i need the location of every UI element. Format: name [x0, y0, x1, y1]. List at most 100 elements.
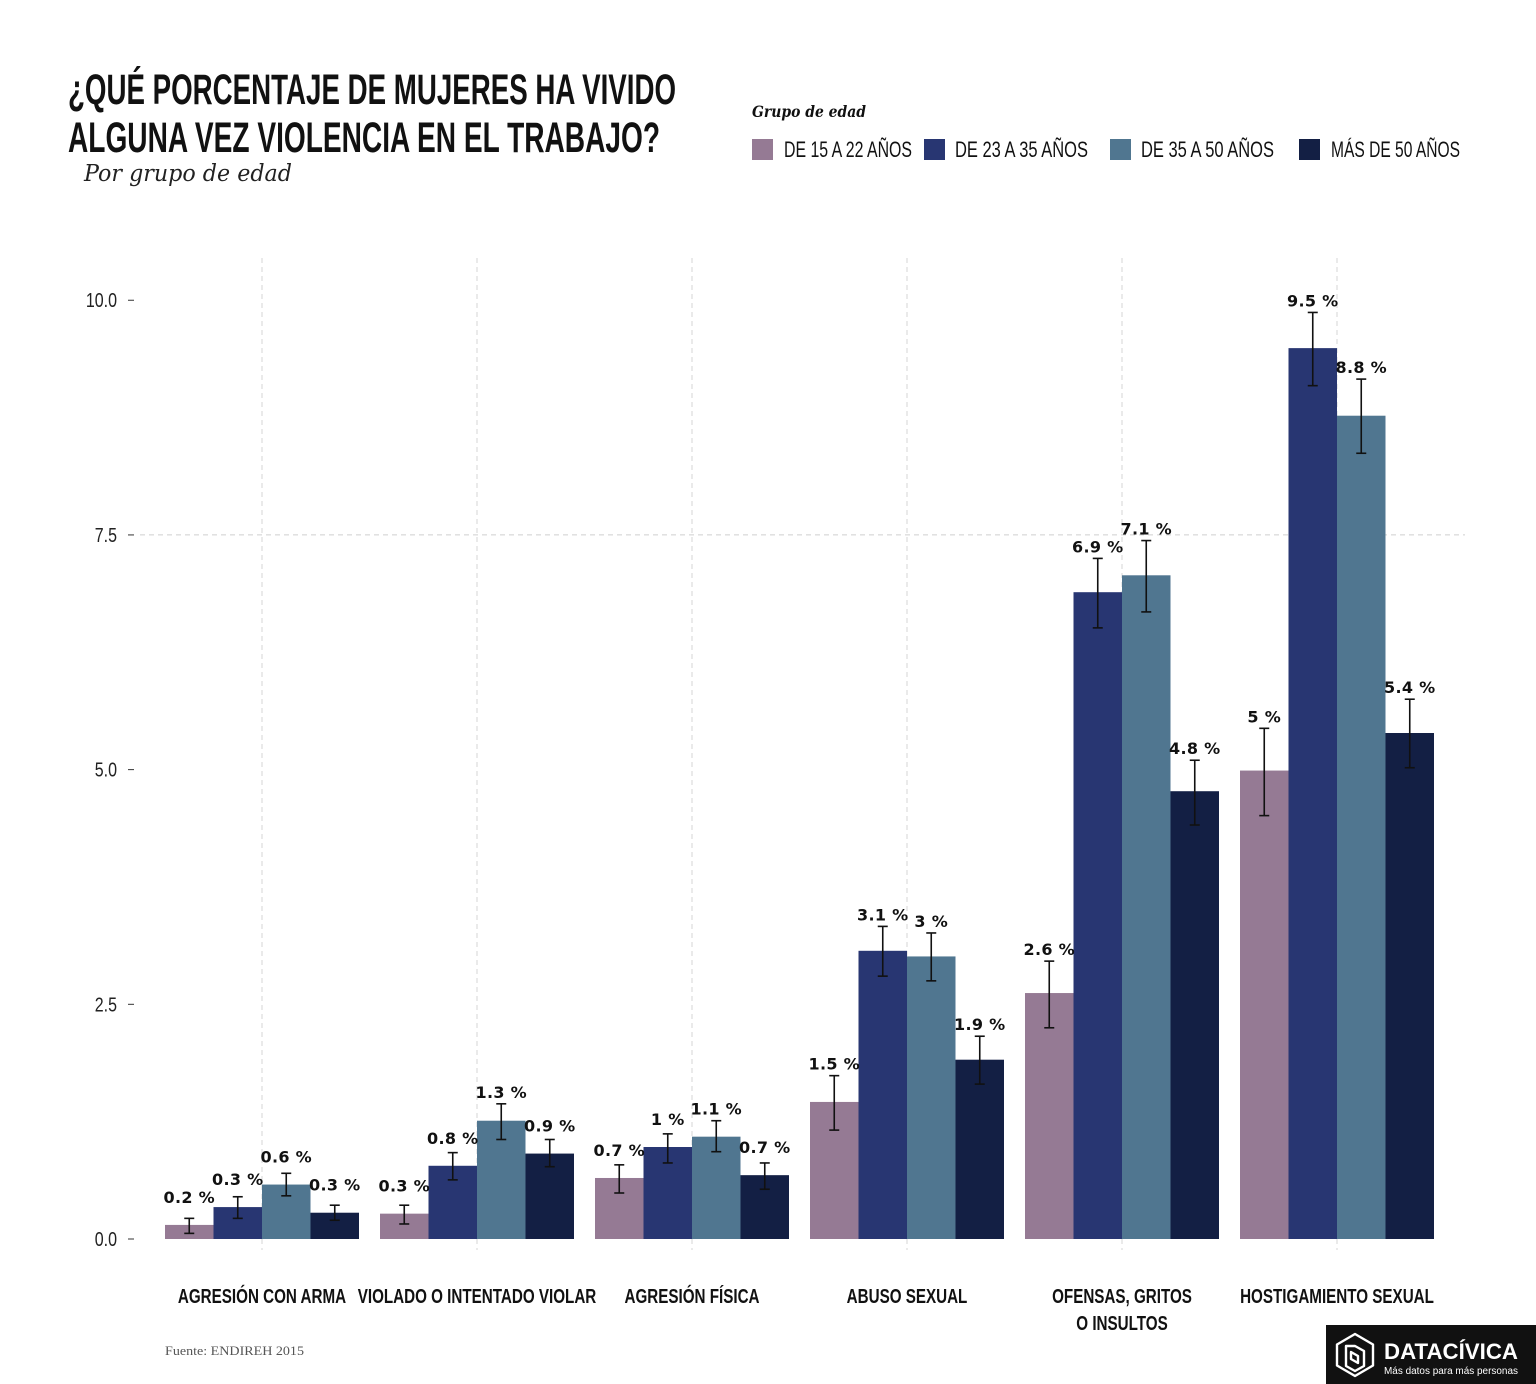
x-category-label-group: HOSTIGAMIENTO SEXUAL: [1240, 1285, 1434, 1308]
data-label: 0.7 %: [739, 1138, 790, 1157]
x-category-label: O INSULTOS: [1076, 1312, 1168, 1335]
data-label: 0.8 %: [427, 1129, 478, 1148]
datacivica-logo-icon: [1335, 1332, 1375, 1378]
y-tick-label-group: 5.0: [95, 759, 117, 781]
error-bar: [1307, 311, 1318, 387]
y-tick-label: 0.0: [95, 1228, 117, 1250]
x-category-label-group: O INSULTOS: [1076, 1312, 1168, 1335]
chart-subtitle: Por grupo de edad: [83, 161, 292, 187]
legend-title: Grupo de edad: [752, 102, 866, 121]
y-tick-label: 7.5: [95, 524, 117, 546]
source-note: Fuente: ENDIREH 2015: [165, 1343, 304, 1358]
data-label: 5.4 %: [1384, 678, 1435, 697]
legend-item: DE 23 A 35 AÑOS: [924, 137, 1088, 162]
x-category-label-group: ABUSO SEXUAL: [847, 1285, 968, 1308]
bar: [858, 950, 907, 1239]
data-label: 3.1 %: [857, 905, 908, 924]
legend-swatch: [1299, 139, 1320, 160]
error-bar: [184, 1217, 195, 1235]
error-bar: [1404, 698, 1415, 769]
logo-tagline: Más datos para más personas: [1384, 1366, 1518, 1377]
legend-item: MÁS DE 50 AÑOS: [1299, 137, 1460, 162]
data-label: 7.1 %: [1121, 520, 1172, 539]
error-bar: [614, 1164, 625, 1194]
legend-item: DE 35 A 50 AÑOS: [1110, 137, 1274, 162]
data-label: 0.9 %: [524, 1117, 575, 1136]
error-bar: [496, 1103, 507, 1141]
y-axis: 0.0 2.5 5.0 7.5 10.0: [86, 290, 134, 1250]
error-bar: [926, 932, 937, 982]
data-label: 0.2 %: [164, 1188, 215, 1207]
data-label: 3 %: [914, 912, 948, 931]
error-bar: [329, 1204, 340, 1222]
error-bar: [1189, 759, 1200, 826]
data-label: 0.3 %: [379, 1177, 430, 1196]
legend-label: DE 35 A 50 AÑOS: [1141, 137, 1274, 162]
data-label: 8.8 %: [1336, 358, 1387, 377]
data-labels: 0.2 %0.3 %0.7 %1.5 %2.6 %5 %0.3 %0.8 %1 …: [164, 291, 1436, 1206]
error-bar: [759, 1162, 770, 1191]
bar: [1073, 592, 1122, 1239]
legend-swatch: [1110, 139, 1131, 160]
data-label: 1.9 %: [954, 1015, 1005, 1034]
x-category-label-group: VIOLADO O INTENTADO VIOLAR: [358, 1285, 597, 1308]
bar: [1337, 415, 1386, 1239]
y-tick-label: 10.0: [86, 290, 117, 312]
y-tick-label-group: 7.5: [95, 524, 117, 546]
x-category-label: OFENSAS, GRITOS: [1052, 1285, 1192, 1308]
logo-wordmark: DATACÍVICA: [1384, 1339, 1518, 1364]
logo-background: [1326, 1325, 1536, 1384]
y-tick-label: 2.5: [95, 994, 117, 1016]
bar: [692, 1136, 741, 1239]
bar: [1025, 993, 1074, 1239]
error-bar: [1141, 539, 1152, 613]
error-bar: [447, 1151, 458, 1181]
data-label: 2.6 %: [1024, 940, 1075, 959]
bar: [1122, 575, 1171, 1239]
chart-title-line-2: ALGUNA VEZ VIOLENCIA EN EL TRABAJO?: [68, 114, 660, 162]
legend-label: DE 23 A 35 AÑOS: [955, 137, 1088, 162]
legend-swatch: [752, 139, 773, 160]
y-tick-label-group: 0.0: [95, 1228, 117, 1250]
error-bar: [662, 1133, 673, 1164]
bar: [907, 956, 956, 1239]
y-tick-label-group: 10.0: [86, 290, 117, 312]
data-label: 1.1 %: [691, 1100, 742, 1119]
error-bar: [974, 1035, 985, 1085]
x-category-label-group: OFENSAS, GRITOS: [1052, 1285, 1192, 1308]
x-category-label-group: AGRESIÓN FÍSICA: [624, 1284, 759, 1308]
error-bar: [544, 1138, 555, 1168]
legend-label: MÁS DE 50 AÑOS: [1331, 137, 1460, 162]
error-bar: [232, 1195, 243, 1220]
legend: Grupo de edad DE 15 A 22 AÑOS DE 23 A 35 …: [752, 102, 1460, 162]
bars: [165, 348, 1434, 1239]
data-label: 6.9 %: [1072, 537, 1123, 556]
data-label: 1 %: [651, 1110, 685, 1129]
error-bar: [281, 1172, 292, 1197]
data-label: 0.6 %: [261, 1148, 312, 1167]
error-bar: [1044, 960, 1055, 1029]
chart-title-line-1: ¿QUÉ PORCENTAJE DE MUJERES HA VIVIDO: [68, 66, 676, 114]
error-bar: [1092, 557, 1103, 629]
bar: [1240, 770, 1289, 1239]
error-bar: [877, 925, 888, 977]
data-label: 1.3 %: [476, 1083, 527, 1102]
data-label: 9.5 %: [1287, 291, 1338, 310]
data-label: 1.5 %: [809, 1055, 860, 1074]
error-bar: [711, 1119, 722, 1153]
x-category-label-group: AGRESIÓN CON ARMA: [178, 1284, 346, 1308]
x-category-label: AGRESIÓN FÍSICA: [624, 1284, 759, 1308]
legend-swatch: [924, 139, 945, 160]
legend-label: DE 15 A 22 AÑOS: [784, 137, 912, 162]
error-bar: [829, 1074, 840, 1131]
error-bars: [184, 311, 1415, 1235]
data-label: 0.3 %: [309, 1176, 360, 1195]
bar: [477, 1120, 526, 1239]
bar: [1170, 791, 1219, 1239]
x-category-label: AGRESIÓN CON ARMA: [178, 1284, 346, 1308]
bar: [1385, 733, 1434, 1239]
x-category-label: HOSTIGAMIENTO SEXUAL: [1240, 1285, 1434, 1308]
bar: [1288, 348, 1337, 1239]
data-label: 4.8 %: [1169, 739, 1220, 758]
